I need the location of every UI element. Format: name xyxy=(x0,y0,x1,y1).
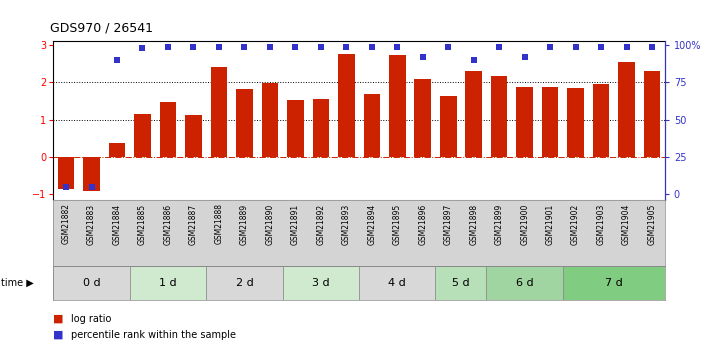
Text: GSM21898: GSM21898 xyxy=(469,203,479,245)
Text: GSM21891: GSM21891 xyxy=(291,203,300,245)
Text: 6 d: 6 d xyxy=(516,278,533,288)
Bar xyxy=(389,55,405,157)
Text: GSM21897: GSM21897 xyxy=(444,203,453,245)
Point xyxy=(86,184,97,190)
Point xyxy=(162,44,173,49)
Bar xyxy=(109,143,125,157)
Point xyxy=(188,44,199,49)
Bar xyxy=(53,266,129,300)
Bar xyxy=(567,88,584,157)
Text: GDS970 / 26541: GDS970 / 26541 xyxy=(50,21,153,34)
Bar xyxy=(236,89,252,157)
Point xyxy=(519,54,530,60)
Bar xyxy=(486,266,563,300)
Bar xyxy=(359,266,435,300)
Bar xyxy=(593,84,609,157)
Point xyxy=(112,57,123,63)
Text: GSM21896: GSM21896 xyxy=(418,203,427,245)
Bar xyxy=(643,71,661,157)
Bar xyxy=(516,87,533,157)
Bar xyxy=(466,71,482,157)
Point xyxy=(468,57,479,63)
Text: time ▶: time ▶ xyxy=(1,278,34,288)
Bar xyxy=(415,79,431,157)
Bar xyxy=(160,102,176,157)
Bar xyxy=(440,96,456,157)
Point xyxy=(545,44,556,49)
Text: 4 d: 4 d xyxy=(388,278,406,288)
Point xyxy=(315,44,326,49)
Bar xyxy=(338,55,355,157)
Bar xyxy=(363,95,380,157)
Point xyxy=(289,44,301,49)
Text: log ratio: log ratio xyxy=(71,314,112,324)
Text: GSM21894: GSM21894 xyxy=(368,203,376,245)
Text: 0 d: 0 d xyxy=(82,278,100,288)
Point xyxy=(341,44,352,49)
Text: 1 d: 1 d xyxy=(159,278,177,288)
Text: GSM21886: GSM21886 xyxy=(164,203,173,245)
Point xyxy=(392,44,403,49)
Bar xyxy=(210,67,228,157)
Bar xyxy=(129,266,206,300)
Text: GSM21903: GSM21903 xyxy=(597,203,606,245)
Point xyxy=(621,44,632,49)
Text: GSM21887: GSM21887 xyxy=(189,203,198,245)
Text: GSM21889: GSM21889 xyxy=(240,203,249,245)
Text: GSM21905: GSM21905 xyxy=(648,203,656,245)
Bar xyxy=(619,62,635,157)
Text: GSM21883: GSM21883 xyxy=(87,203,96,245)
Text: 3 d: 3 d xyxy=(312,278,330,288)
Text: GSM21884: GSM21884 xyxy=(112,203,122,245)
Text: ■: ■ xyxy=(53,314,64,324)
Text: GSM21890: GSM21890 xyxy=(265,203,274,245)
Text: GSM21902: GSM21902 xyxy=(571,203,580,245)
Point xyxy=(417,54,429,60)
Bar xyxy=(491,76,508,157)
Text: percentile rank within the sample: percentile rank within the sample xyxy=(71,330,236,339)
Text: GSM21892: GSM21892 xyxy=(316,203,326,245)
Text: GSM21893: GSM21893 xyxy=(342,203,351,245)
Bar xyxy=(206,266,283,300)
Text: ■: ■ xyxy=(53,330,64,339)
Bar xyxy=(83,157,100,191)
Text: GSM21904: GSM21904 xyxy=(622,203,631,245)
Point xyxy=(213,44,225,49)
Point xyxy=(60,184,72,190)
Text: GSM21895: GSM21895 xyxy=(392,203,402,245)
Text: GSM21882: GSM21882 xyxy=(62,203,70,244)
Text: 7 d: 7 d xyxy=(605,278,623,288)
Point xyxy=(493,44,505,49)
Bar xyxy=(58,157,75,189)
Bar xyxy=(542,87,558,157)
Text: GSM21900: GSM21900 xyxy=(520,203,529,245)
Bar xyxy=(185,115,202,157)
Text: 5 d: 5 d xyxy=(452,278,470,288)
Bar xyxy=(313,99,329,157)
Bar xyxy=(287,100,304,157)
Text: GSM21899: GSM21899 xyxy=(495,203,503,245)
Point xyxy=(239,44,250,49)
Text: GSM21888: GSM21888 xyxy=(215,203,223,244)
Point xyxy=(137,45,148,51)
Point xyxy=(442,44,454,49)
Bar xyxy=(262,83,278,157)
Point xyxy=(570,44,582,49)
Text: GSM21885: GSM21885 xyxy=(138,203,147,245)
Bar xyxy=(134,114,151,157)
Text: GSM21901: GSM21901 xyxy=(545,203,555,245)
Text: 2 d: 2 d xyxy=(235,278,253,288)
Point xyxy=(595,44,606,49)
Point xyxy=(646,44,658,49)
Bar xyxy=(283,266,359,300)
Bar xyxy=(435,266,486,300)
Point xyxy=(264,44,276,49)
Bar xyxy=(563,266,665,300)
Point xyxy=(366,44,378,49)
